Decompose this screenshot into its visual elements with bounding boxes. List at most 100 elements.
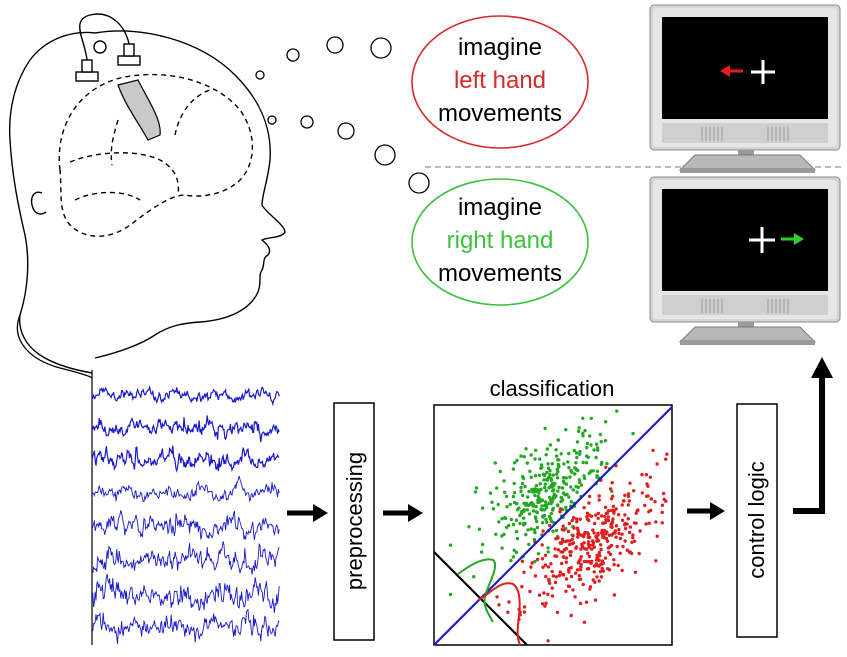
scatter-point <box>595 553 599 558</box>
scatter-point <box>564 577 569 581</box>
scatter-point <box>537 473 542 477</box>
scatter-point <box>599 462 603 466</box>
scatter-point <box>578 601 583 606</box>
scatter-point <box>582 506 586 510</box>
scatter-point <box>570 470 574 474</box>
scatter-point <box>548 517 553 521</box>
thought-left-line2: left hand <box>454 67 546 94</box>
scatter-point <box>525 508 530 512</box>
scatter-point <box>495 486 499 490</box>
scatter-point <box>579 547 583 551</box>
thought-right-line1: imagine <box>458 194 542 221</box>
scatter-point <box>653 499 657 504</box>
scatter-point <box>596 516 600 520</box>
scatter-point <box>644 473 649 477</box>
scatter-point <box>533 559 537 564</box>
scatter-point <box>596 448 600 452</box>
scatter-point <box>599 575 604 579</box>
scatter-point <box>514 518 519 522</box>
scatter-point <box>554 448 558 452</box>
scatter-point <box>620 503 624 507</box>
scatter-point <box>505 505 509 509</box>
scatter-point <box>633 570 638 574</box>
scatter-point <box>576 485 580 489</box>
scatter-point <box>566 460 570 464</box>
scatter-point <box>599 531 604 535</box>
scatter-point <box>556 489 560 493</box>
scatter-point <box>615 544 619 549</box>
scatter-point <box>497 520 501 524</box>
scatter-point <box>503 490 507 494</box>
scatter-point <box>626 517 630 521</box>
scatter-point <box>515 536 520 541</box>
scatter-point <box>615 409 619 413</box>
scatter-point <box>555 610 560 615</box>
scatter-point <box>589 416 593 421</box>
scatter-point <box>534 448 538 452</box>
scatter-point <box>603 556 608 560</box>
scatter-point <box>582 620 587 624</box>
scatter-point <box>528 589 532 594</box>
scatter-point <box>603 514 607 518</box>
scatter-point <box>561 491 566 495</box>
scatter-point <box>635 508 639 513</box>
electrode-right <box>117 55 141 66</box>
scatter-point <box>665 452 669 456</box>
scatter-point <box>579 555 583 559</box>
scatter-point <box>556 438 560 442</box>
scatter-point <box>509 517 513 522</box>
scatter-point <box>544 489 548 493</box>
scatter-point <box>594 442 599 446</box>
scatter-point <box>660 510 664 515</box>
scatter-point <box>538 482 542 486</box>
scatter-point <box>588 535 592 540</box>
scatter-point <box>561 572 565 577</box>
scatter-point <box>546 592 550 597</box>
scatter-point <box>540 557 545 561</box>
scatter-point <box>587 518 591 523</box>
scatter-point <box>660 521 664 525</box>
scatter-point <box>546 639 550 643</box>
scatter-point <box>611 517 615 521</box>
scatter-point <box>631 535 635 540</box>
scatter-point <box>575 468 579 472</box>
scatter-point <box>628 550 633 554</box>
scatter-point <box>541 515 545 519</box>
scatter-point <box>561 524 565 528</box>
eeg-trace-channel <box>91 608 280 644</box>
scatter-point <box>546 546 550 550</box>
scatter-point <box>560 561 564 566</box>
scatter-point <box>467 525 471 529</box>
motor-cortex-region <box>117 79 161 141</box>
scatter-point <box>500 546 504 550</box>
scatter-point <box>488 491 493 495</box>
scatter-point <box>567 521 572 526</box>
thought-ellipse-right <box>411 178 589 306</box>
scatter-point <box>575 440 580 444</box>
scatter-point <box>594 513 598 517</box>
scatter-point <box>550 462 554 466</box>
scatter-point <box>647 510 651 514</box>
scatter-point <box>555 454 559 458</box>
eeg-trace-channel <box>91 574 280 613</box>
scatter-point <box>603 505 608 509</box>
scatter-point <box>574 517 579 521</box>
scatter-point <box>640 491 644 495</box>
scatter-point <box>612 562 616 567</box>
scatter-point <box>557 573 562 578</box>
scatter-point <box>640 472 644 477</box>
scatter-point <box>543 426 547 431</box>
scatter-point <box>569 613 573 618</box>
scatter-point <box>620 532 624 536</box>
scatter-point <box>503 516 507 520</box>
scatter-point <box>578 450 582 454</box>
scatter-point <box>491 507 496 511</box>
scatter-point <box>587 501 591 505</box>
scatter-point <box>555 503 560 507</box>
scatter-point <box>579 483 584 487</box>
scatter-point <box>645 482 649 486</box>
scatter-point <box>598 432 603 437</box>
scatter-point <box>590 547 594 551</box>
scatter-point <box>547 486 551 490</box>
scatter-point <box>548 472 552 477</box>
